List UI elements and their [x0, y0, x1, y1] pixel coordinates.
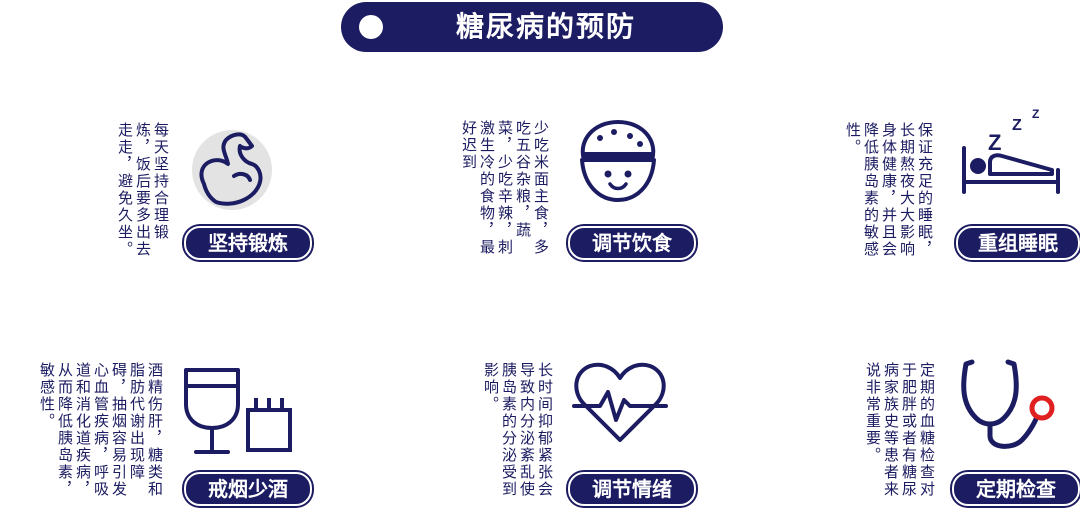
label-emotion: 调节情绪 [568, 472, 696, 506]
title-dot-icon [359, 15, 383, 39]
card-text-emotion: 长时间抑郁紧张会导致内分泌紊乱使胰岛素的分泌受到影响。 [482, 362, 554, 498]
rice-bowl-face-icon [570, 116, 666, 206]
card-text-diet: 少吃米面主食，多吃五谷杂粮，蔬菜，少吃辛辣，刺激生冷的食物，最好迟到 [460, 120, 550, 256]
card-text-exercise: 每天坚持合理锻炼，饭后要多出去走走，避免久坐。 [116, 122, 170, 258]
sleeping-bed-icon: Z Z Z [956, 104, 1066, 204]
flexed-arm-icon [186, 124, 276, 214]
svg-text:Z: Z [988, 130, 1001, 155]
title-banner: 糖尿病的预防 [341, 2, 723, 52]
page-title: 糖尿病的预防 [455, 10, 636, 43]
card-text-sleep: 保证充足的睡眠，长期熬夜大大影响身体健康，并且会降低胰岛素的敏感性。 [844, 122, 934, 258]
card-text-checkup: 定期的血糖检查对于肥胖或者有糖尿病家族史等患者来说非常重要。 [864, 362, 936, 498]
card-text-smoking: 酒精伤肝，糖类和脂肪代谢出现障碍，抽烟容易引发心血管疾病，呼吸道和消化道疾病，从… [38, 362, 164, 498]
heartbeat-icon [570, 356, 670, 446]
label-diet: 调节饮食 [568, 226, 696, 260]
wine-cigarette-icon [180, 364, 300, 464]
label-checkup: 定期检查 [952, 472, 1080, 506]
label-smoking: 戒烟少酒 [184, 472, 312, 506]
label-sleep: 重组睡眠 [956, 226, 1080, 260]
stethoscope-icon [960, 356, 1060, 456]
svg-text:Z: Z [1032, 107, 1039, 121]
svg-text:Z: Z [1012, 117, 1022, 134]
label-exercise: 坚持锻炼 [184, 226, 312, 260]
